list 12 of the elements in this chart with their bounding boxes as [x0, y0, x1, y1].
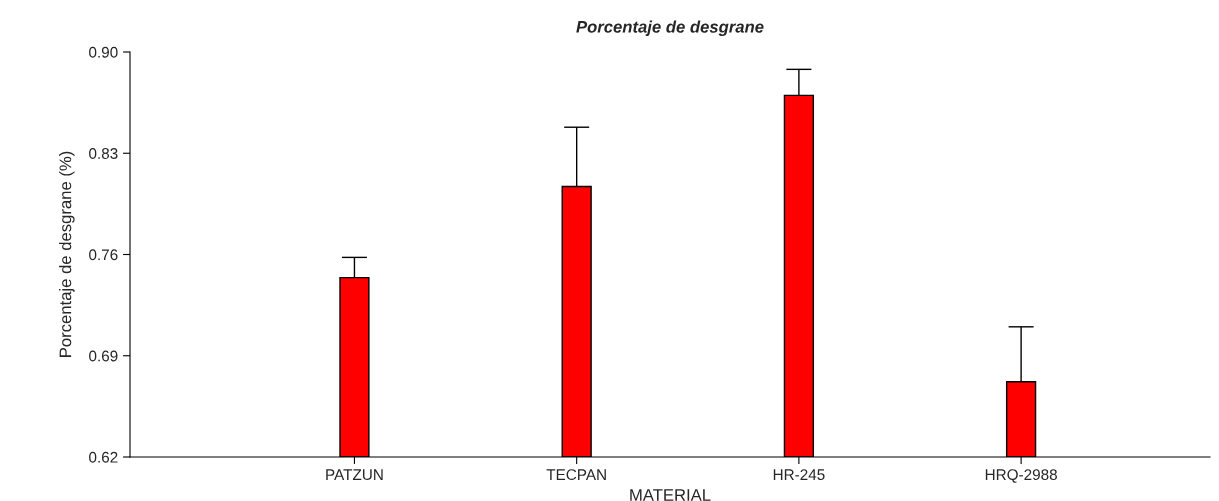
x-tick-label: TECPAN: [546, 469, 606, 481]
y-tick-label: 0.76: [89, 249, 118, 261]
y-tick-label: 0.62: [89, 451, 118, 463]
chart-title: Porcentaje de desgrane: [576, 20, 764, 37]
y-tick-label: 0.69: [89, 350, 118, 362]
x-axis-title: MATERIAL: [630, 489, 711, 501]
x-tick-label: PATZUN: [326, 469, 383, 481]
y-axis-title: Porcentaje de desgrane (%): [59, 151, 75, 357]
y-tick-label: 0.83: [89, 148, 118, 159]
x-tick-label: HR-245: [773, 469, 825, 481]
y-tick-label: 0.90: [89, 46, 118, 58]
x-tick-label: HRQ-2988: [985, 469, 1057, 483]
